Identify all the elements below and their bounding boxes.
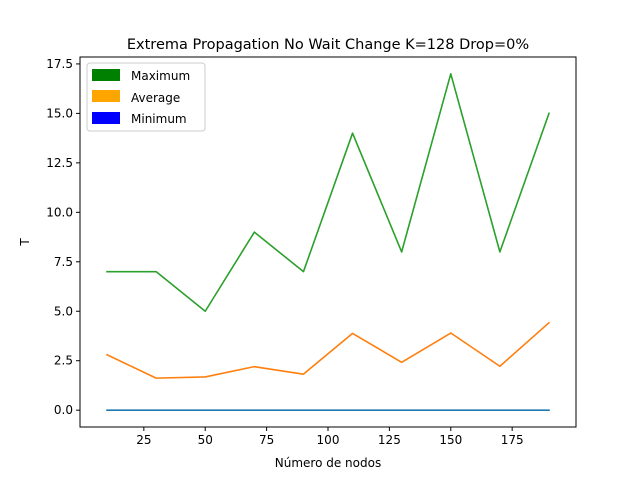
x-tick-label: 100 bbox=[317, 433, 340, 447]
x-tick-label: 175 bbox=[501, 433, 524, 447]
x-tick-label: 75 bbox=[259, 433, 274, 447]
chart-title: Extrema Propagation No Wait Change K=128… bbox=[127, 37, 529, 53]
x-tick-label: 25 bbox=[136, 433, 151, 447]
series-line-2 bbox=[106, 73, 551, 313]
y-tick-label: 15.0 bbox=[46, 106, 73, 120]
legend-label-average: Average bbox=[131, 91, 180, 105]
legend: Maximum Average Minimum bbox=[86, 62, 206, 132]
y-tick-label: 17.5 bbox=[46, 57, 73, 71]
y-axis-label: T bbox=[18, 238, 32, 247]
y-tick-label: 2.5 bbox=[54, 354, 73, 368]
legend-label-maximum: Maximum bbox=[131, 69, 190, 83]
legend-swatch-maximum bbox=[92, 69, 120, 81]
x-tick-label: 50 bbox=[198, 433, 213, 447]
legend-swatch-minimum bbox=[92, 112, 120, 124]
y-tick-label: 7.5 bbox=[54, 255, 73, 269]
x-tick-label: 125 bbox=[378, 433, 401, 447]
ticks: 25 50 75 100 125 150 175 0.0 2.5 5.0 7.5 10.0 12.5 15… bbox=[46, 57, 523, 447]
x-tick-label: 150 bbox=[439, 433, 462, 447]
y-tick-label: 10.0 bbox=[46, 205, 73, 219]
y-tick-label: 5.0 bbox=[54, 304, 73, 318]
legend-label-minimum: Minimum bbox=[131, 112, 187, 126]
plot-series bbox=[105, 73, 551, 411]
y-tick-label: 0.0 bbox=[54, 403, 73, 417]
series-line-1 bbox=[105, 321, 551, 379]
x-axis-label: Número de nodos bbox=[275, 456, 381, 470]
y-tick-label: 12.5 bbox=[46, 156, 73, 170]
legend-swatch-average bbox=[92, 90, 120, 102]
